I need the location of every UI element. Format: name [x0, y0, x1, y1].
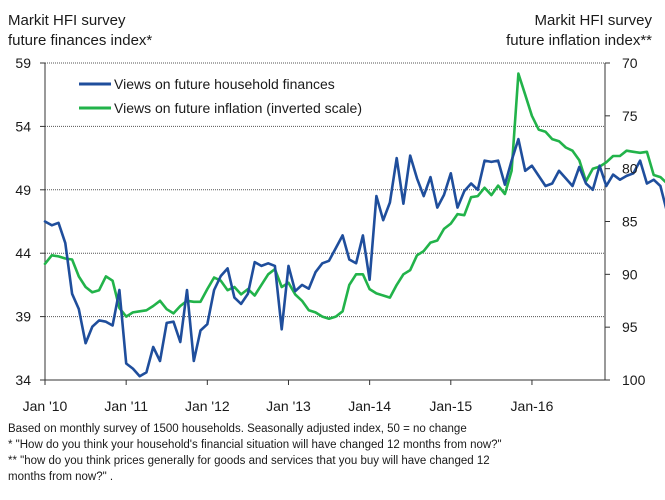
x-tick-label: Jan '11 [104, 398, 148, 414]
left-tick-label: 34 [15, 372, 31, 388]
x-tick-label: Jan-15 [429, 398, 472, 414]
x-tick-label: Jan '12 [185, 398, 230, 414]
x-tick-label: Jan '13 [266, 398, 311, 414]
right-tick-label: 75 [622, 108, 638, 124]
left-axis-title-line2: future finances index* [8, 32, 152, 49]
x-tick-label: Jan-16 [511, 398, 554, 414]
x-tick-label: Jan-14 [348, 398, 391, 414]
legend-label-finances: Views on future household finances [114, 76, 335, 92]
footnote-sample: Based on monthly survey of 1500 househol… [8, 423, 467, 435]
footnotes: Based on monthly survey of 1500 househol… [8, 421, 658, 485]
chart: 59 54 49 44 39 34 70 75 80 85 90 95 100 Jan '10 Jan '1… [8, 12, 665, 414]
left-tick-label: 49 [15, 182, 31, 198]
right-tick-label: 70 [622, 55, 638, 71]
x-tick-label: Jan '10 [23, 398, 68, 414]
series-lines [43, 72, 665, 378]
right-tick-label: 100 [622, 372, 646, 388]
left-tick-label: 59 [15, 55, 31, 71]
legend-label-inflation: Views on future inflation (inverted scal… [114, 100, 362, 116]
right-tick-label: 95 [622, 319, 638, 335]
right-axis-title-line1: Markit HFI survey [534, 12, 652, 29]
legend: Views on future household finances Views … [79, 76, 362, 116]
right-tick-label: 85 [622, 214, 638, 230]
left-tick-label: 39 [15, 309, 31, 325]
finances-line [43, 137, 665, 378]
left-axis-title-line1: Markit HFI survey [8, 12, 126, 29]
left-tick-label: 54 [15, 118, 31, 134]
left-tick-label: 44 [15, 245, 31, 261]
axes [40, 62, 610, 385]
right-tick-label: 80 [622, 161, 638, 177]
footnote-finances-question: * "How do you think your household's fin… [8, 439, 502, 451]
gridlines [45, 62, 605, 318]
axis-labels: 59 54 49 44 39 34 70 75 80 85 90 95 100 Jan '10 Jan '1… [8, 12, 652, 414]
footnote-inflation-question-cont: months from now?" . [8, 471, 114, 483]
right-axis-title-line2: future inflation index** [506, 32, 652, 49]
right-tick-label: 90 [622, 266, 638, 282]
footnote-inflation-question: ** "how do you think prices generally fo… [8, 455, 490, 467]
